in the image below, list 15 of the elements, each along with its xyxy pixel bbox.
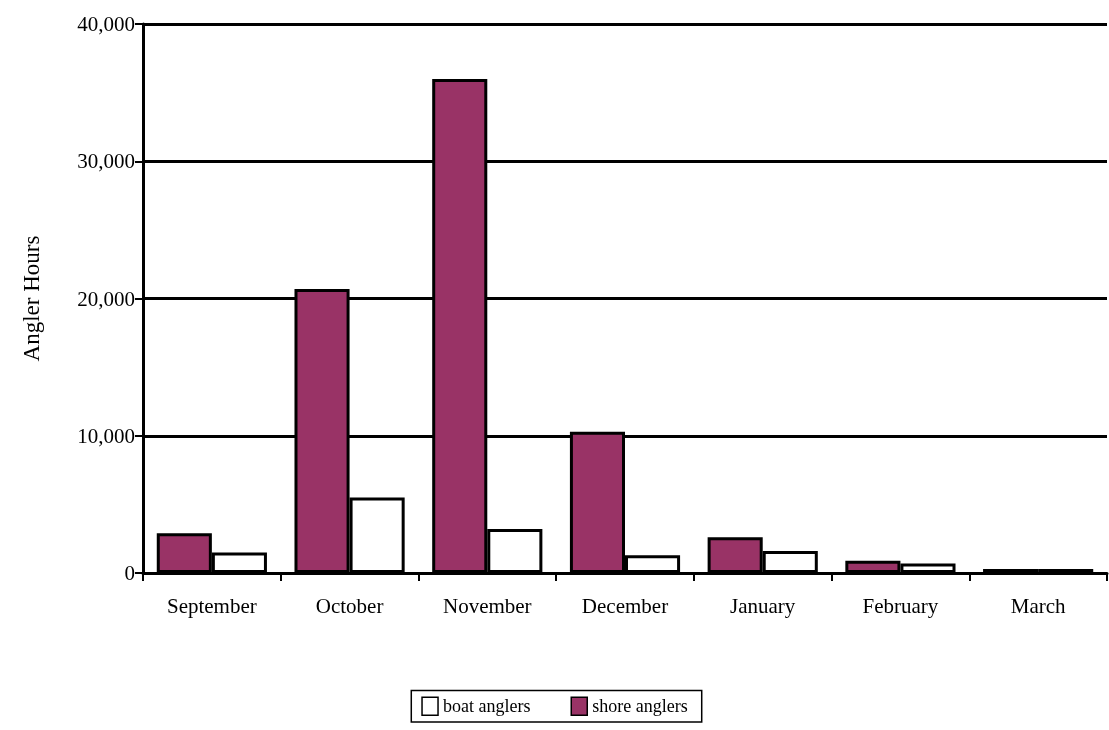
y-tick-label: 10,000 (77, 423, 135, 448)
x-tick-label: February (862, 593, 939, 618)
x-tick-label: March (1010, 593, 1067, 618)
y-tick-label: 0 (124, 561, 135, 585)
y-axis-title: Angler Hours (19, 235, 44, 362)
legend-label: shore anglers (592, 696, 688, 717)
y-tick-label: 20,000 (77, 286, 135, 311)
x-tick-label: September (166, 593, 257, 618)
x-tick-label: January (730, 593, 796, 618)
y-tick-label: 40,000 (77, 12, 135, 36)
y-tick-label: 30,000 (77, 149, 135, 174)
x-tick-label: October (315, 593, 384, 618)
legend-label: boat anglers (443, 696, 531, 717)
x-tick-label: December (581, 593, 669, 618)
x-tick-label: November (442, 593, 532, 618)
